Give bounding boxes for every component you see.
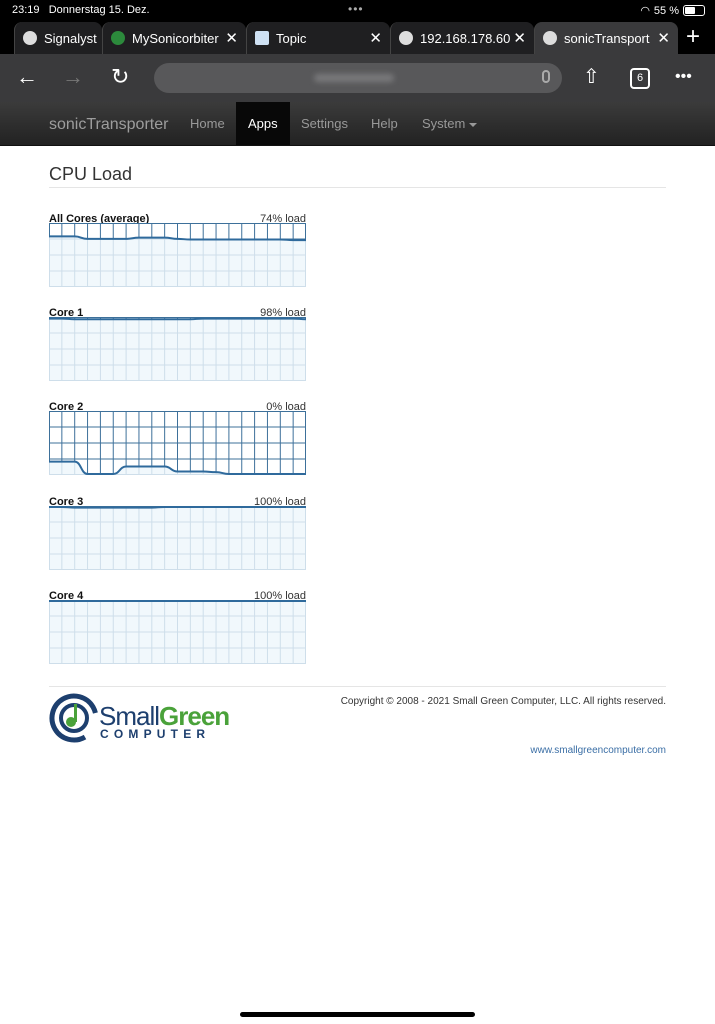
site-navbar: sonicTransporter Home Apps Settings Help… [0, 102, 715, 146]
microphone-icon[interactable] [542, 70, 550, 83]
divider [49, 686, 666, 687]
blurred-url [314, 74, 394, 82]
tab-sonictransporter[interactable]: sonicTransporter✕ [534, 22, 678, 54]
new-tab-button[interactable]: + [686, 23, 701, 50]
chart-value-label: 98% load [260, 307, 306, 319]
load-area [49, 236, 306, 287]
website-link[interactable]: www.smallgreencomputer.com [530, 745, 666, 756]
caret-down-icon [469, 122, 478, 127]
forward-icon[interactable]: → [62, 64, 84, 89]
cpu-chart [49, 411, 306, 475]
multitasking-dots[interactable]: ••• [348, 2, 364, 16]
nav-help[interactable]: Help [371, 116, 398, 131]
chart-header: Core 3 100% load [49, 496, 306, 508]
smallgreen-logo: SmallGreen COMPUTER [49, 693, 230, 743]
wifi-icon: ◠ [640, 5, 650, 17]
close-tab-icon[interactable]: ✕ [369, 30, 382, 47]
status-bar: 23:19 Donnerstag 15. Dez. ••• ◠ 55 % [0, 0, 715, 22]
load-area [49, 601, 306, 664]
cpu-chart [49, 223, 306, 287]
nav-system[interactable]: System [410, 102, 489, 145]
tab-topic[interactable]: Topic ✕ [246, 22, 390, 54]
chart-header: All Cores (average) 74% load [49, 213, 306, 225]
load-line [49, 317, 306, 321]
battery-icon [683, 5, 705, 16]
globe-icon [23, 31, 37, 45]
share-icon[interactable]: ⇧ [583, 66, 600, 88]
load-line [49, 235, 306, 242]
chart-title: Core 4 [49, 590, 84, 602]
globe-icon [543, 31, 557, 45]
browser-toolbar: ← → ↻ ⇧ 6 ••• [0, 54, 715, 102]
tab-signalyst[interactable]: Signalyst [14, 22, 102, 54]
chart-value-label: 74% load [260, 213, 306, 225]
load-line [49, 460, 306, 475]
nav-apps[interactable]: Apps [236, 102, 290, 145]
load-area [49, 507, 306, 570]
tab-count-button[interactable]: 6 [630, 68, 650, 89]
globe-icon [399, 31, 413, 45]
chart-value-label: 100% load [254, 496, 306, 508]
tab-ip-address[interactable]: 192.168.178.60 ✕ [390, 22, 534, 54]
svg-text:COMPUTER: COMPUTER [100, 727, 210, 741]
cpu-chart [49, 317, 306, 381]
cpu-chart [49, 506, 306, 570]
page-title: CPU Load [49, 164, 133, 184]
site-favicon [255, 31, 269, 45]
chart-value-label: 100% load [254, 590, 306, 602]
chart-title: Core 2 [49, 401, 84, 413]
nav-settings[interactable]: Settings [301, 116, 348, 131]
status-time: 23:19 Donnerstag 15. Dez. [12, 4, 150, 16]
address-bar[interactable] [154, 63, 562, 93]
more-icon[interactable]: ••• [675, 68, 692, 85]
chart-title: All Cores (average) [49, 213, 150, 225]
chart-value-label: 0% load [266, 401, 306, 413]
svg-text:SmallGreen: SmallGreen [99, 701, 229, 731]
load-area [49, 318, 306, 381]
divider [49, 187, 666, 188]
close-tab-icon[interactable]: ✕ [225, 30, 238, 47]
close-tab-icon[interactable]: ✕ [657, 30, 670, 47]
tab-mysonicorbiter[interactable]: MySonicorbiter ✕ [102, 22, 246, 54]
home-indicator[interactable] [240, 1012, 475, 1017]
brand-link[interactable]: sonicTransporter [49, 116, 169, 133]
chart-header: Core 4 100% load [49, 590, 306, 602]
cpu-chart [49, 600, 306, 664]
load-line [49, 506, 306, 509]
nav-home[interactable]: Home [190, 116, 225, 131]
close-tab-icon[interactable]: ✕ [513, 30, 526, 47]
copyright-text: Copyright © 2008 - 2021 Small Green Comp… [340, 696, 666, 707]
chart-header: Core 1 98% load [49, 307, 306, 319]
chart-header: Core 2 0% load [49, 401, 306, 413]
chart-title: Core 3 [49, 496, 84, 508]
browser-tab-bar: Signalyst MySonicorbiter ✕ Topic ✕ 192.168… [0, 22, 715, 54]
site-favicon [111, 31, 125, 45]
battery-indicator: ◠ 55 % [640, 4, 705, 17]
reload-icon[interactable]: ↻ [111, 64, 130, 89]
chart-title: Core 1 [49, 307, 84, 319]
back-icon[interactable]: ← [16, 64, 38, 89]
